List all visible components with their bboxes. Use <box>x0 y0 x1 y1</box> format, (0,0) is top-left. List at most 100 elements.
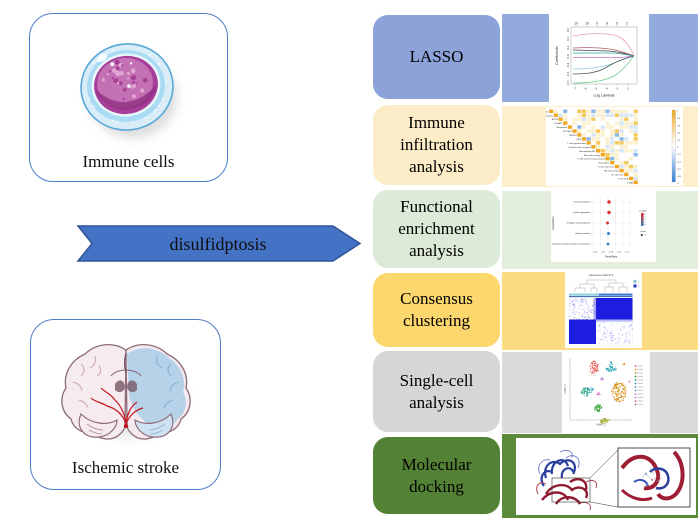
brain-left-hemisphere <box>60 344 127 440</box>
step-label-text: Immune infiltration analysis <box>400 113 473 176</box>
consensus-cluster2-strip <box>598 293 633 296</box>
enrich-x-tick: 0.04 <box>593 252 598 254</box>
enrich-x-tick: 0.08 <box>609 252 614 254</box>
corr-row-label: B cells naive <box>612 175 625 177</box>
corr-row-label: T cells CD4 naive <box>598 167 615 169</box>
umap-scatter-thumbnail: UMAP_2 UMAP_1 <box>562 352 650 433</box>
lasso-top-tickmarks <box>575 25 628 27</box>
corr-colorbar-tick: -0.2 <box>677 154 682 156</box>
corr-colorbar-tick: -1 <box>677 183 680 185</box>
lasso-coefficient-paths <box>572 33 635 84</box>
cell-highlight <box>96 53 107 63</box>
corr-row-label: Mast cells resting <box>584 154 601 157</box>
lasso-x-tick: -2 <box>626 87 629 91</box>
corr-row-label: Dendritic cells activated <box>569 146 592 149</box>
enrich-ylabel: Description <box>551 216 555 230</box>
consensus-block-tr <box>596 298 633 320</box>
consensus-block-bl <box>569 319 596 344</box>
lasso-top-axis: 10 10 9 8 5 2 <box>574 22 628 26</box>
corr-matrix-cells: PDLIM1MonocytesACTBIQGAP1NeutrophilsSLC7… <box>546 109 638 184</box>
enrich-legend-padjust-title: p.adjust <box>639 210 647 213</box>
step-label-text: Functional enrichment analysis <box>398 197 475 260</box>
protein-blue-ribbons <box>540 459 576 487</box>
corr-row-label: Eosinophils <box>599 163 610 165</box>
lasso-top-tick: 10 <box>585 22 589 26</box>
cell-speckles <box>101 60 147 101</box>
lasso-plot-thumbnail: 10 10 9 8 5 2 0.6 0.4 0.2 0.0 -0.2 -0.4 … <box>549 14 649 102</box>
lasso-y-tick: 0.2 <box>566 45 570 49</box>
arteries <box>90 387 143 425</box>
corr-row-label: IQGAP1 <box>555 122 564 125</box>
corr-row-label: T cells CD8 <box>617 179 629 181</box>
enrich-term: platelet activation <box>575 232 590 235</box>
consensus-title: consensus matrix k=2 <box>589 274 614 277</box>
consensus-dendrogram <box>574 279 628 292</box>
lasso-y-tick: 0.0 <box>566 54 570 58</box>
corpus-callosum <box>110 369 141 377</box>
corr-row-label: ACTB <box>552 118 558 121</box>
lasso-y-tick: -0.4 <box>566 71 570 76</box>
right-cerebellum-folds <box>148 423 165 435</box>
enrich-dots <box>606 200 611 246</box>
enrich-term: platelet aggregation <box>573 211 590 214</box>
lasso-top-tick: 10 <box>574 22 578 26</box>
immune-cell-illustration <box>79 43 177 138</box>
umap-ylabel: UMAP_2 <box>564 384 567 394</box>
brain-left-lobe <box>78 412 118 438</box>
ischemic-stroke-card: Ischemic stroke <box>30 319 221 490</box>
enrich-x-axis: 0.04 0.06 0.08 0.10 0.12 <box>593 252 630 254</box>
docking-connector-lines <box>589 449 619 508</box>
corr-colorbar <box>671 109 676 183</box>
lasso-ylabel: Coefficients <box>555 46 559 65</box>
lasso-xlabel: Log Lambda <box>593 94 615 98</box>
enrich-term: regulation of protein localization to me… <box>552 243 590 246</box>
enrich-term-labels: hormonal regulation platelet aggregation… <box>552 201 590 246</box>
ventricles <box>114 380 137 393</box>
midline-fissure <box>123 352 127 374</box>
corr-colorbar-tick: 0.4 <box>677 133 681 135</box>
immune-cells-label: Immune cells <box>82 152 175 171</box>
lasso-x-tick: -6 <box>584 87 587 91</box>
step-label-text: Single-cell analysis <box>399 370 474 412</box>
protein-light-blue-loops <box>538 449 580 475</box>
consensus-band-h <box>596 319 633 322</box>
corr-row-label: T cells CD4 memory activated <box>577 158 606 161</box>
enrich-term: homotypic cell-cell adhesion <box>566 222 590 225</box>
lasso-x-tick: -7 <box>574 87 577 91</box>
arrow-shape <box>76 225 362 262</box>
enrich-x-tick: 0.06 <box>601 252 606 254</box>
umap-xlabel: UMAP_1 <box>596 424 606 427</box>
docking-structure-thumbnail <box>516 438 696 515</box>
right-sulci <box>155 355 179 409</box>
lasso-y-tick: 0.6 <box>566 28 570 32</box>
corr-row-label: INF2 <box>577 139 582 141</box>
brain-illustration <box>60 344 191 440</box>
enrich-term: hormonal regulation <box>573 201 590 204</box>
corr-row-label: MYH10 <box>569 135 577 137</box>
corr-colorbar-tick: 0 <box>677 147 679 149</box>
consensus-matrix-thumbnail: consensus matrix k=2 1 2 <box>565 271 642 348</box>
enrich-x-tick: 0.12 <box>625 252 630 254</box>
lasso-top-tick: 9 <box>596 22 598 26</box>
lasso-x-tick: -5 <box>595 87 598 91</box>
left-cerebellum-folds <box>86 423 103 435</box>
corr-colorbar-tick: 0.2 <box>677 140 681 142</box>
corr-row-label: FLNA <box>627 181 633 184</box>
lasso-x-tick: -3 <box>616 87 619 91</box>
corr-colorbar-tick: 0.8 <box>677 118 681 120</box>
ischemic-stroke-label: Ischemic stroke <box>71 458 180 477</box>
step-label-text: LASSO <box>409 47 464 67</box>
brain-right-lobe <box>133 412 173 438</box>
corr-row-label: PDLIM1 <box>546 111 549 113</box>
lasso-top-tick: 5 <box>616 22 618 26</box>
enrichment-dotplot-thumbnail: hormonal regulation platelet aggregation… <box>551 191 656 262</box>
corr-colorbar-tick: 1 <box>677 111 679 113</box>
cell-nucleus-inner <box>96 57 153 109</box>
lasso-y-tick: -0.2 <box>566 62 570 67</box>
corr-colorbar-tick: 0.6 <box>677 125 681 127</box>
corr-colorbar-ticks: 1 0.8 0.6 0.4 0.2 0 -0.2 -0.4 -0.6 -0.8 -1 <box>677 111 682 185</box>
enrich-x-tick: 0.10 <box>617 252 622 254</box>
artery-root <box>123 423 128 429</box>
lasso-y-axis: 0.6 0.4 0.2 0.0 -0.2 -0.4 -0.6 <box>566 28 570 86</box>
